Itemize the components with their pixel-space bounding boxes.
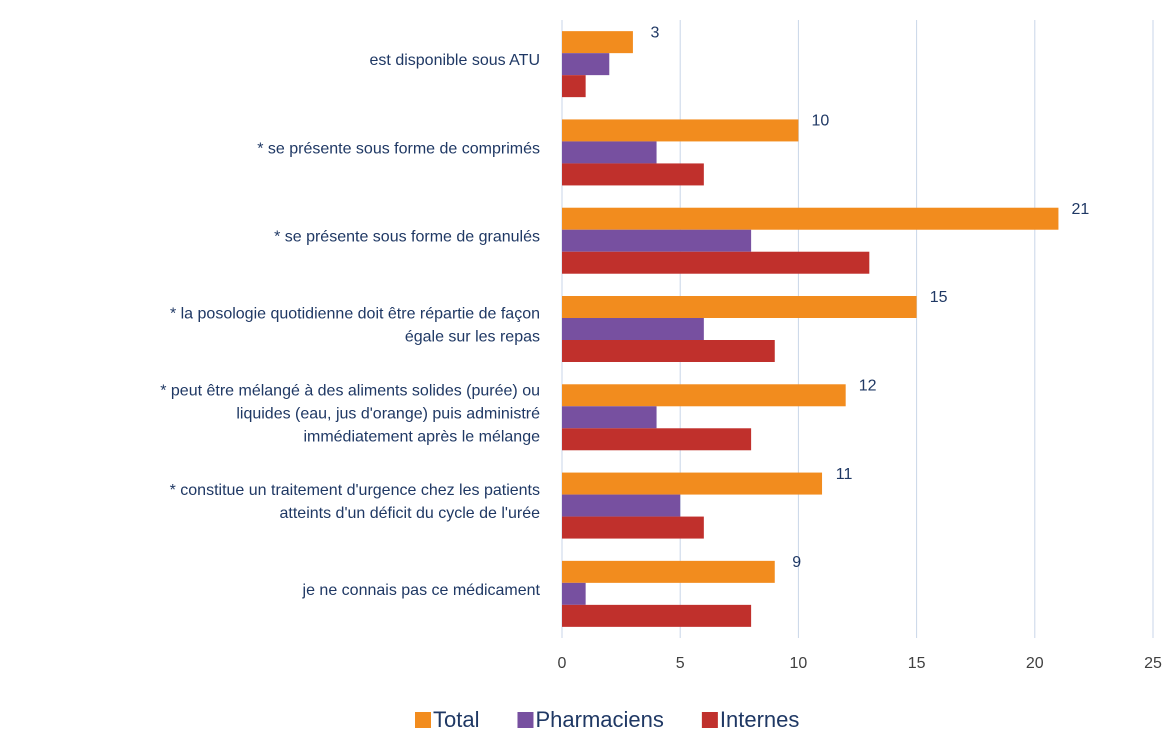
- legend-swatch: [415, 712, 431, 728]
- bar: [562, 560, 775, 583]
- bar: [562, 251, 870, 274]
- category-line: est disponible sous ATU: [370, 52, 540, 69]
- category-line: je ne connais pas ce médicament: [302, 582, 541, 599]
- legend-label: Internes: [720, 707, 800, 732]
- bar: [562, 141, 657, 164]
- category-label: est disponible sous ATU: [370, 52, 540, 69]
- bar: [562, 31, 633, 54]
- x-tick-label: 25: [1144, 655, 1162, 672]
- legend-swatch: [517, 712, 534, 728]
- category-line: * se présente sous forme de granulés: [274, 229, 540, 246]
- bar: [562, 406, 657, 429]
- bar: [562, 340, 775, 362]
- bar: [562, 207, 1059, 230]
- data-label: 12: [859, 378, 877, 395]
- category-line: atteints d'un déficit du cycle de l'urée: [280, 505, 541, 522]
- category-label: * la posologie quotidienne doit être rép…: [170, 306, 540, 346]
- bar: [562, 472, 823, 495]
- data-label: 3: [650, 24, 659, 41]
- legend-label: Total: [433, 707, 479, 732]
- bar: [562, 119, 799, 142]
- category-label: * constitue un traitement d'urgence chez…: [170, 482, 540, 522]
- category-line: égale sur les repas: [405, 329, 540, 346]
- category-line: * la posologie quotidienne doit être rép…: [170, 306, 540, 323]
- x-tick-label: 20: [1026, 655, 1044, 672]
- category-line: liquides (eau, jus d'orange) puis admini…: [236, 406, 540, 423]
- bar: [562, 604, 752, 627]
- category-line: * se présente sous forme de comprimés: [257, 141, 540, 158]
- category-line: * constitue un traitement d'urgence chez…: [170, 482, 540, 499]
- bar: [562, 582, 586, 605]
- x-tick-label: 0: [558, 655, 567, 672]
- legend-swatch: [701, 712, 718, 728]
- data-label: 10: [812, 113, 830, 130]
- data-label: 21: [1072, 201, 1090, 218]
- x-tick-label: 10: [790, 655, 808, 672]
- bar: [562, 318, 704, 340]
- bar: [562, 75, 586, 98]
- data-label: 15: [930, 289, 948, 306]
- legend-label: Pharmaciens: [535, 707, 663, 732]
- bar: [562, 229, 752, 252]
- category-label: * se présente sous forme de granulés: [274, 229, 540, 246]
- bar: [562, 516, 704, 539]
- data-label: 11: [836, 466, 853, 483]
- x-tick-label: 15: [908, 655, 926, 672]
- category-line: immédiatement après le mélange: [303, 429, 540, 446]
- bar: [562, 428, 752, 451]
- bar: [562, 163, 704, 186]
- category-label: je ne connais pas ce médicament: [302, 582, 541, 599]
- data-label: 9: [792, 554, 801, 571]
- x-tick-label: 5: [676, 655, 685, 672]
- category-line: * peut être mélangé à des aliments solid…: [160, 383, 540, 400]
- bar: [562, 53, 610, 76]
- category-label: * se présente sous forme de comprimés: [257, 141, 540, 158]
- category-label: * peut être mélangé à des aliments solid…: [160, 383, 540, 446]
- bar: [562, 494, 681, 517]
- bar: [562, 296, 917, 318]
- bar: [562, 384, 846, 407]
